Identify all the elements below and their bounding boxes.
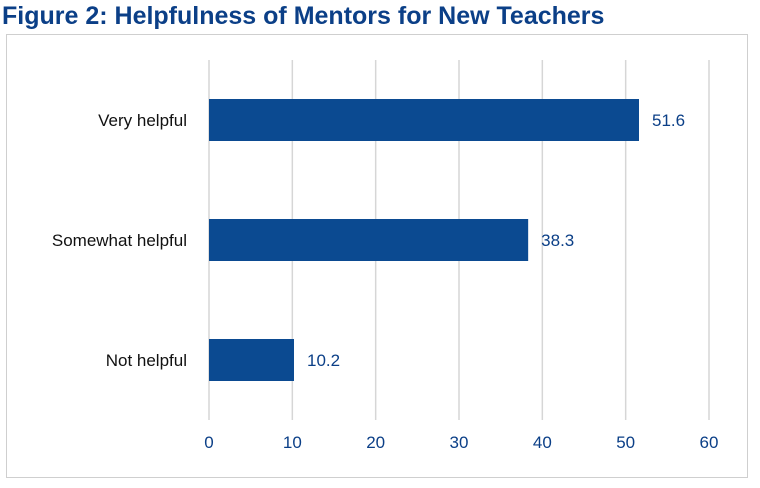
bars <box>209 99 639 381</box>
x-tick-label-0: 0 <box>204 433 213 452</box>
x-axis-ticks: 0 10 20 30 40 50 60 <box>204 433 718 452</box>
category-labels: Very helpful Somewhat helpful Not helpful <box>52 111 187 370</box>
chart-frame <box>6 34 748 478</box>
chart-title: Figure 2: Helpfulness of Mentors for New… <box>2 2 605 30</box>
x-tick-label-40: 40 <box>533 433 552 452</box>
bar-very-helpful <box>209 99 639 141</box>
category-label-not-helpful: Not helpful <box>106 351 187 370</box>
data-label-very-helpful: 51.6 <box>652 111 685 130</box>
x-tick-label-30: 30 <box>450 433 469 452</box>
data-label-not-helpful: 10.2 <box>307 351 340 370</box>
category-label-somewhat-helpful: Somewhat helpful <box>52 231 187 250</box>
x-tick-label-50: 50 <box>616 433 635 452</box>
bar-not-helpful <box>209 339 294 381</box>
x-tick-label-60: 60 <box>700 433 719 452</box>
category-label-very-helpful: Very helpful <box>98 111 187 130</box>
bar-somewhat-helpful <box>209 219 529 261</box>
data-labels: 51.6 38.3 10.2 <box>307 111 685 370</box>
x-tick-label-20: 20 <box>366 433 385 452</box>
x-tick-label-10: 10 <box>283 433 302 452</box>
data-label-somewhat-helpful: 38.3 <box>541 231 574 250</box>
